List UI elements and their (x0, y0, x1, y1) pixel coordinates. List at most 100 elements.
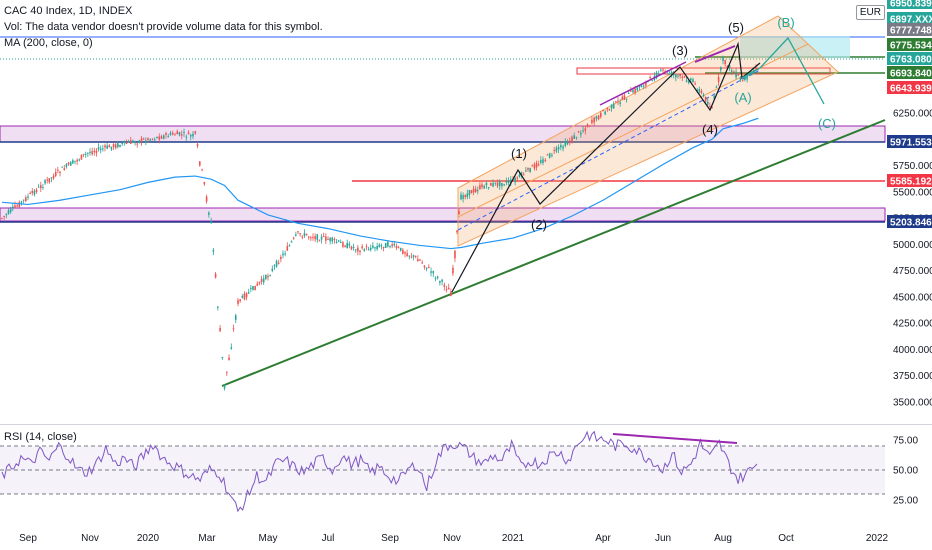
candle-body (706, 101, 709, 105)
candle-body (711, 107, 713, 109)
candle-body (619, 102, 621, 104)
candle-body (78, 159, 81, 161)
candle-body (468, 190, 471, 195)
candle-body (575, 136, 578, 138)
candle-body (520, 172, 523, 176)
candle-body (677, 75, 679, 77)
candle-body (84, 153, 87, 155)
candle-body (363, 249, 366, 252)
candle-body (588, 125, 591, 127)
candle-body (717, 77, 720, 82)
candle-body (352, 246, 355, 248)
candle-body (185, 136, 188, 138)
candle-body (199, 161, 201, 166)
candle-body (739, 77, 742, 80)
candle-body (683, 76, 686, 78)
price-tag (887, 38, 932, 51)
candle-body (376, 246, 378, 250)
price-tag (887, 135, 932, 148)
rsi-legend[interactable]: RSI (14, close) (4, 431, 77, 443)
candle-body (582, 130, 584, 132)
candle-body (123, 140, 126, 143)
wave-label-1: (1) (511, 146, 527, 161)
candle-body (97, 147, 100, 150)
price-tag-label: 6775.534 (890, 41, 932, 52)
candle-body (3, 215, 5, 217)
candle-body (333, 238, 336, 241)
candle-body (52, 175, 55, 179)
candle-body (318, 240, 321, 242)
candle-body (201, 169, 203, 171)
candle-body (138, 140, 141, 143)
candle-body (219, 327, 221, 332)
target-box (740, 36, 850, 58)
candle-body (221, 356, 224, 359)
candle-body (441, 279, 443, 282)
candle-body (477, 190, 479, 192)
candle-body (275, 260, 278, 267)
candle-body (108, 145, 111, 148)
candle-body (395, 246, 398, 249)
candle-body (104, 145, 106, 148)
candle-body (273, 265, 276, 267)
candle-body (694, 83, 696, 85)
candle-body (748, 72, 751, 74)
candle-body (153, 139, 156, 141)
candle-body (262, 278, 265, 283)
candle-body (106, 145, 108, 149)
candle-body (316, 234, 319, 241)
candle-body (450, 291, 452, 296)
candle-body (474, 188, 477, 192)
candle-body (42, 186, 44, 188)
candle-body (234, 315, 237, 320)
candle-body (617, 100, 619, 102)
candle-body (397, 247, 400, 249)
candle-body (562, 146, 564, 149)
pane-separator[interactable] (0, 424, 932, 425)
candle-body (210, 220, 212, 223)
volume-note: Vol: The data vendor doesn't provide vol… (4, 21, 323, 33)
candle-body (314, 236, 316, 240)
support-zone (0, 207, 886, 222)
candle-body (487, 187, 490, 189)
wave-label-a: (A) (734, 90, 751, 105)
candle-body (606, 108, 609, 110)
candle-body (423, 265, 426, 268)
currency-badge[interactable]: EUR (855, 5, 885, 20)
candle-body (102, 148, 104, 150)
candle-body (127, 141, 130, 143)
candle-body (412, 255, 415, 257)
candle-body (20, 201, 23, 203)
candle-body (380, 245, 383, 247)
candle-body (389, 245, 391, 248)
time-tick: Sep (19, 533, 37, 544)
candle-body (337, 240, 340, 242)
candle-body (121, 142, 123, 145)
ma-legend[interactable]: MA (200, close, 0) (4, 37, 93, 49)
candle-body (452, 267, 454, 274)
candle-body (608, 109, 611, 111)
candle-body (573, 135, 576, 139)
time-tick: Nov (81, 533, 99, 544)
candle-body (267, 275, 269, 278)
time-tick: Sep (381, 533, 399, 544)
candle-body (74, 160, 76, 162)
price-tag-label: 6777.748 (890, 26, 932, 37)
candle-body (746, 74, 748, 80)
candle-body (434, 277, 437, 279)
candle-body (402, 249, 404, 254)
candle-body (187, 132, 190, 135)
candle-body (458, 211, 460, 215)
candle-body (374, 247, 376, 249)
rsi-divergence-line (612, 433, 738, 444)
candle-body (662, 69, 664, 71)
candle-body (57, 169, 59, 171)
candle-body (470, 190, 473, 194)
candle-body (615, 101, 617, 103)
candle-body (25, 197, 27, 202)
candle-body (252, 286, 254, 290)
wave-label-5: (5) (728, 20, 744, 35)
channel-dashed-line (457, 69, 761, 231)
price-tag (887, 215, 932, 228)
